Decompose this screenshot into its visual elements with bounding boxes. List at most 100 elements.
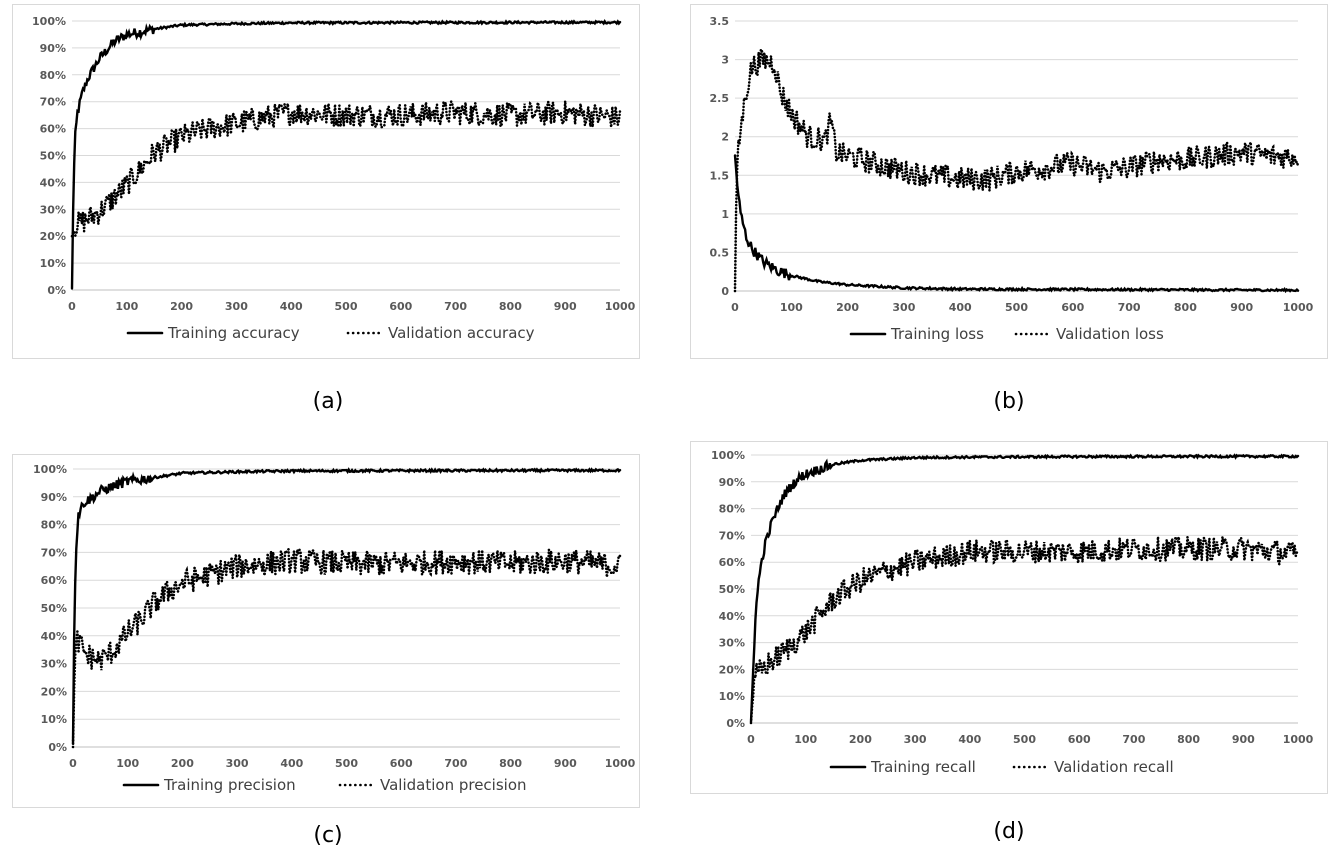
x-tick-label: 600 [389, 300, 412, 313]
y-tick-label: 2.5 [710, 92, 730, 105]
x-tick-label: 600 [1061, 301, 1084, 314]
y-tick-label: 30% [40, 203, 66, 216]
x-tick-label: 1000 [605, 300, 636, 313]
y-tick-label: 20% [40, 230, 66, 243]
x-tick-label: 800 [1174, 301, 1197, 314]
x-tick-label: 700 [1122, 733, 1145, 746]
x-tick-label: 400 [280, 300, 303, 313]
legend-label: Training loss [890, 325, 984, 343]
x-tick-label: 700 [1118, 301, 1141, 314]
y-tick-label: 60% [40, 123, 66, 136]
x-tick-label: 200 [170, 300, 193, 313]
legend-label: Training precision [163, 776, 296, 794]
y-tick-label: 3 [721, 54, 729, 67]
chart-panel-c: 0% 10% 20% 30% 40% 50% 60% 70% 80% 90% 100% 0 100 200… [12, 454, 640, 808]
y-tick-label: 40% [719, 610, 745, 623]
y-tick-label: 90% [41, 491, 67, 504]
caption-a: (a) [312, 389, 344, 414]
series-line-training [749, 453, 1300, 723]
y-tick-label: 50% [719, 583, 745, 596]
y-tick-label: 0 [721, 285, 729, 298]
x-tick-label: 700 [444, 300, 467, 313]
chart-panel-d: 0% 10% 20% 30% 40% 50% 60% 70% 80% 90% 100% 0 100 200… [690, 441, 1328, 794]
x-tick-label: 500 [1013, 733, 1036, 746]
x-tick-label: 800 [499, 757, 522, 770]
chart-svg-d: 0% 10% 20% 30% 40% 50% 60% 70% 80% 90% 100% 0 100 200… [711, 449, 1314, 776]
y-tick-label: 100% [711, 449, 745, 462]
x-tick-label: 800 [499, 300, 522, 313]
x-tick-label: 400 [280, 757, 303, 770]
x-tick-label: 1000 [605, 757, 636, 770]
series-line-validation [733, 45, 1300, 293]
legend-label: Validation precision [380, 776, 527, 794]
y-tick-label: 80% [40, 69, 66, 82]
x-tick-label: 0 [69, 757, 77, 770]
y-tick-label: 80% [41, 519, 67, 532]
series-line-training [70, 19, 622, 290]
y-tick-label: 1 [721, 208, 729, 221]
x-tick-label: 0 [747, 733, 755, 746]
x-tick-label: 200 [836, 301, 859, 314]
y-tick-label: 40% [41, 630, 67, 643]
x-tick-label: 0 [731, 301, 739, 314]
x-tick-label: 100 [780, 301, 803, 314]
legend-label: Training recall [870, 758, 976, 776]
caption-d: (d) [993, 819, 1025, 844]
legend-label: Validation accuracy [388, 324, 535, 342]
series-line-validation [71, 545, 622, 749]
y-tick-label: 70% [719, 529, 745, 542]
chart-svg-b: 0 0.5 1 1.5 2 2.5 3 3.5 0 100 200 300 400 500 600 700 80… [710, 15, 1314, 343]
x-tick-label: 900 [1230, 301, 1253, 314]
x-tick-label: 300 [226, 757, 249, 770]
y-tick-label: 30% [41, 658, 67, 671]
x-tick-label: 500 [335, 757, 358, 770]
x-tick-label: 600 [390, 757, 413, 770]
legend-label: Validation recall [1054, 758, 1174, 776]
chart-panel-b: 0 0.5 1 1.5 2 2.5 3 3.5 0 100 200 300 400 500 600 700 80… [690, 4, 1328, 359]
x-tick-label: 100 [116, 757, 139, 770]
series-line-validation [70, 97, 622, 240]
chart-panel-a: 0% 10% 20% 30% 40% 50% 60% 70% 80% 90% 100% 0 100 200… [12, 4, 640, 359]
y-tick-label: 0% [48, 741, 67, 754]
y-tick-label: 40% [40, 176, 66, 189]
x-tick-label: 300 [225, 300, 248, 313]
y-tick-label: 80% [719, 503, 745, 516]
caption-b: (b) [993, 389, 1025, 414]
y-tick-label: 10% [719, 690, 745, 703]
y-tick-label: 70% [41, 546, 67, 559]
series-line-validation [749, 533, 1300, 725]
y-tick-label: 70% [40, 96, 66, 109]
x-tick-label: 100 [115, 300, 138, 313]
x-tick-label: 400 [958, 733, 981, 746]
y-tick-label: 10% [41, 713, 67, 726]
y-tick-label: 2 [721, 131, 729, 144]
x-tick-label: 300 [892, 301, 915, 314]
x-tick-label: 900 [554, 757, 577, 770]
y-tick-label: 30% [719, 637, 745, 650]
y-tick-label: 0.5 [710, 246, 730, 259]
y-tick-label: 90% [40, 42, 66, 55]
x-tick-label: 900 [554, 300, 577, 313]
y-tick-label: 1.5 [710, 169, 730, 182]
chart-svg-c: 0% 10% 20% 30% 40% 50% 60% 70% 80% 90% 100% 0 100 200… [33, 463, 636, 794]
y-tick-label: 90% [719, 476, 745, 489]
y-tick-label: 20% [41, 685, 67, 698]
x-tick-label: 500 [335, 300, 358, 313]
x-tick-label: 100 [794, 733, 817, 746]
x-tick-label: 600 [1068, 733, 1091, 746]
y-tick-label: 10% [40, 257, 66, 270]
x-tick-label: 1000 [1283, 301, 1314, 314]
y-tick-label: 60% [41, 574, 67, 587]
series-line-training [733, 154, 1300, 294]
x-tick-label: 500 [1005, 301, 1028, 314]
y-tick-label: 0% [47, 284, 66, 297]
y-tick-label: 50% [41, 602, 67, 615]
y-tick-label: 100% [33, 463, 67, 476]
y-tick-label: 0% [726, 717, 745, 730]
x-tick-label: 200 [849, 733, 872, 746]
y-tick-label: 3.5 [710, 15, 730, 28]
x-tick-label: 900 [1232, 733, 1255, 746]
x-tick-label: 0 [68, 300, 76, 313]
y-tick-label: 60% [719, 556, 745, 569]
x-tick-label: 700 [444, 757, 467, 770]
